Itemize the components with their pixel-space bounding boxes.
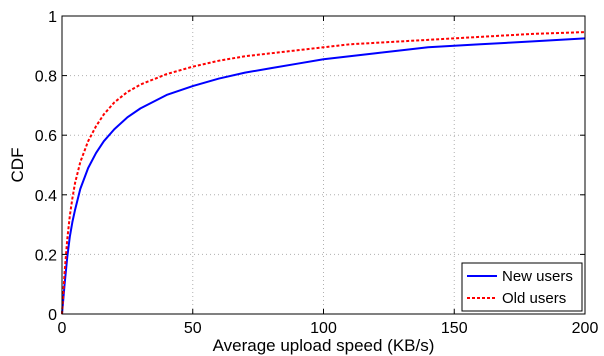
x-tick-label: 100 — [310, 320, 337, 337]
y-tick-label: 0 — [48, 307, 57, 324]
legend: New users Old users — [461, 262, 583, 312]
y-tick-label: 1 — [48, 9, 57, 26]
series-line-new-users — [61, 37, 586, 315]
y-tick-label: 0.6 — [35, 128, 57, 145]
legend-label-old-users: Old users — [502, 290, 566, 307]
series-line-old-users — [61, 31, 586, 315]
y-tick-label: 0.8 — [35, 69, 57, 86]
x-tick-label: 150 — [441, 320, 468, 337]
legend-label-new-users: New users — [502, 268, 573, 285]
grid-lines — [62, 16, 585, 314]
x-tick-label: 200 — [572, 320, 599, 337]
x-axis-title: Average upload speed (KB/s) — [213, 336, 435, 355]
x-tick-label: 0 — [58, 320, 67, 337]
y-tick-label: 0.4 — [35, 188, 57, 205]
y-axis-title: CDF — [8, 148, 27, 183]
legend-box — [461, 262, 583, 312]
tick-labels: 0 50 100 150 200 0 0.2 0.4 0.6 0.8 1 — [35, 9, 599, 337]
y-tick-label: 0.2 — [35, 247, 57, 264]
series-layer — [61, 31, 586, 315]
tick-marks — [61, 15, 586, 315]
x-tick-label: 50 — [184, 320, 202, 337]
